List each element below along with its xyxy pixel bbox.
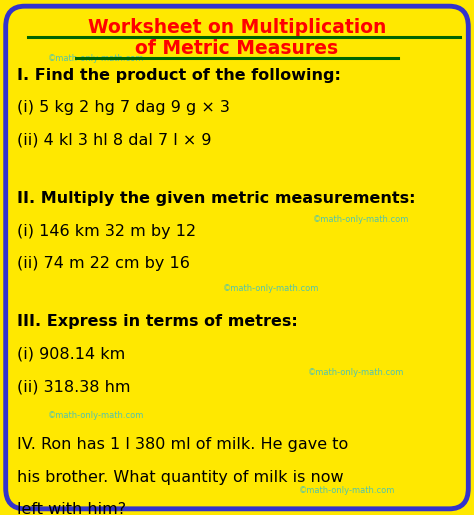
Text: ©math-only-math.com: ©math-only-math.com xyxy=(47,54,144,63)
Text: of Metric Measures: of Metric Measures xyxy=(136,39,338,58)
Text: (ii) 74 m 22 cm by 16: (ii) 74 m 22 cm by 16 xyxy=(17,256,190,271)
Text: Worksheet on Multiplication: Worksheet on Multiplication xyxy=(88,18,386,37)
Text: ©math-only-math.com: ©math-only-math.com xyxy=(47,411,144,420)
Text: ©math-only-math.com: ©math-only-math.com xyxy=(223,284,319,293)
Text: ©math-only-math.com: ©math-only-math.com xyxy=(299,487,395,495)
Text: ©math-only-math.com: ©math-only-math.com xyxy=(308,368,404,377)
Text: (ii) 4 kl 3 hl 8 dal 7 l × 9: (ii) 4 kl 3 hl 8 dal 7 l × 9 xyxy=(17,133,211,148)
Text: his brother. What quantity of milk is now: his brother. What quantity of milk is no… xyxy=(17,470,343,485)
Text: ©math-only-math.com: ©math-only-math.com xyxy=(313,215,409,224)
Text: left with him?: left with him? xyxy=(17,502,126,515)
Text: IV. Ron has 1 l 380 ml of milk. He gave to: IV. Ron has 1 l 380 ml of milk. He gave … xyxy=(17,437,348,452)
Text: II. Multiply the given metric measurements:: II. Multiply the given metric measuremen… xyxy=(17,191,415,206)
Text: I. Find the product of the following:: I. Find the product of the following: xyxy=(17,68,340,83)
Text: (i) 908.14 km: (i) 908.14 km xyxy=(17,347,125,362)
Text: (ii) 318.38 hm: (ii) 318.38 hm xyxy=(17,379,130,394)
FancyBboxPatch shape xyxy=(6,6,468,509)
Text: (i) 146 km 32 m by 12: (i) 146 km 32 m by 12 xyxy=(17,224,196,238)
Text: (i) 5 kg 2 hg 7 dag 9 g × 3: (i) 5 kg 2 hg 7 dag 9 g × 3 xyxy=(17,100,229,115)
Text: III. Express in terms of metres:: III. Express in terms of metres: xyxy=(17,314,297,329)
